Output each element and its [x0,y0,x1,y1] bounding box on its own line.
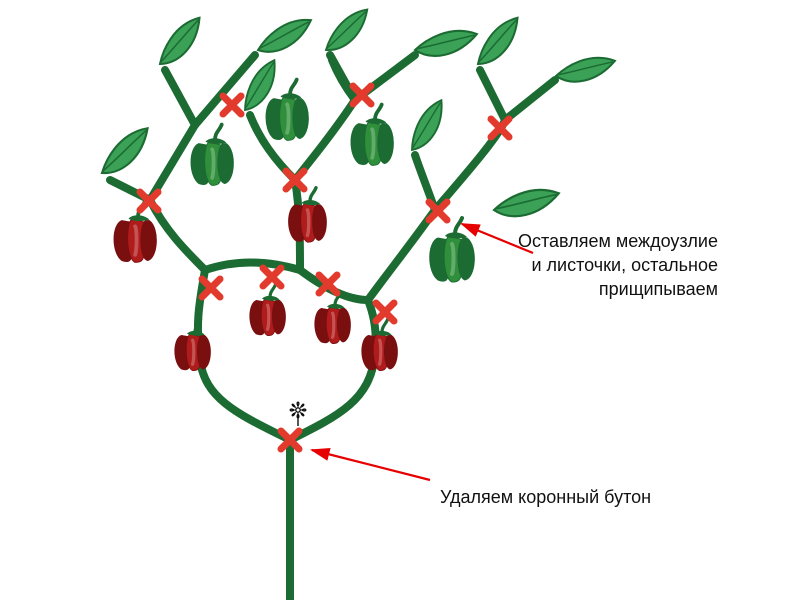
stem-segment [505,80,555,120]
annotation-internode-l3: прищипываем [599,279,718,299]
pepper-green [351,105,393,166]
callout-arrow [312,450,430,480]
stem-segment [368,210,435,300]
leaves-layer [93,6,616,218]
leaf [469,14,529,69]
flower-layer [290,402,306,426]
stem-segment [480,70,505,120]
stem-segment [198,270,290,440]
leaf [318,6,377,56]
annotation-internode: Оставляем междоузлие и листочки, остальн… [518,229,718,302]
leaf [93,124,158,179]
crown-bud-flower-icon [290,402,306,426]
leaf [555,56,617,83]
leaf [414,29,479,58]
pepper-red [362,319,398,370]
pepper-red [175,319,211,370]
annotation-crown-bud-l1: Удаляем коронный бутон [440,487,651,507]
pepper-red [114,202,156,263]
leaf [401,97,454,154]
leaf [151,14,211,69]
prune-x-mark [223,96,241,114]
annotation-crown-bud: Удаляем коронный бутон [440,485,651,509]
leaf [493,188,561,218]
prune-x-mark [376,303,394,321]
pepper-green [266,80,308,141]
pepper-red [250,284,286,335]
annotation-internode-l2: и листочки, остальное [532,255,719,275]
pepper-red [315,292,351,343]
prune-x-mark [263,268,281,286]
annotation-internode-l1: Оставляем междоузлие [518,231,718,251]
pepper-green [430,218,475,282]
pepper-green [191,125,233,186]
stem-segment [165,70,195,125]
arrows-layer [312,224,533,480]
stem-segment [205,263,300,271]
leaf [253,16,317,57]
stem-segment [332,60,355,100]
